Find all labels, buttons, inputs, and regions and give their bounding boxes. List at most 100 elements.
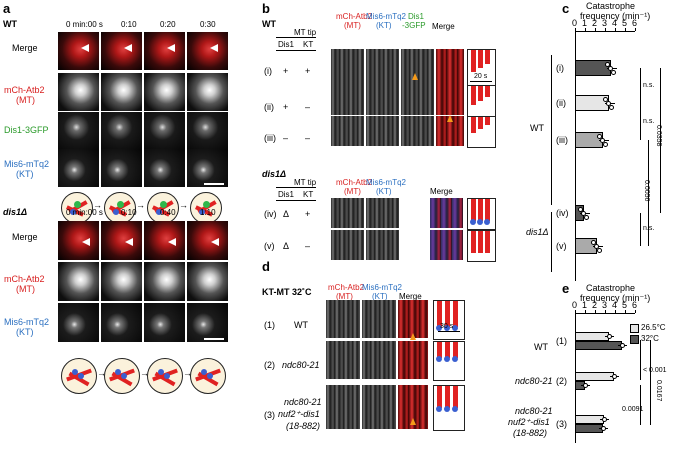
d-sch-kt-2-2 bbox=[452, 406, 458, 412]
e-tick-label-6: 6 bbox=[632, 300, 638, 310]
a-dis1-tile-r2-c3 bbox=[187, 303, 228, 342]
a-wt-tile-r0-c2 bbox=[144, 32, 185, 70]
c-category-2: (iii) bbox=[556, 135, 568, 145]
c-point-3-2 bbox=[584, 215, 589, 220]
a-wt-tile-r2-c1 bbox=[101, 112, 142, 150]
b-h-merge: Merge bbox=[432, 22, 455, 31]
panel-e-letter: e bbox=[562, 281, 570, 296]
a-wt-time-1: 0:10 bbox=[121, 20, 137, 29]
d-kymo-mt-0 bbox=[326, 300, 360, 338]
c-point-2-0 bbox=[597, 134, 602, 139]
d-sch-stripe-2-2 bbox=[453, 386, 458, 408]
d-kymo-mt-2 bbox=[326, 385, 360, 429]
d-kymo-kt-1 bbox=[362, 341, 396, 379]
b-wt-row-kt-1: – bbox=[305, 102, 311, 112]
b-dis1-sch-kt-0 bbox=[470, 219, 476, 225]
a-dis1-tile-r1-c3 bbox=[187, 262, 228, 301]
e-tick-3 bbox=[605, 310, 606, 313]
a-wt-merge-label: Merge bbox=[12, 43, 38, 53]
b-wt-row-id-2: (iii) bbox=[264, 133, 276, 143]
b-dis1-kymo-mt-1 bbox=[331, 230, 364, 260]
b-kt-col: KT bbox=[303, 40, 314, 49]
a-dis1-tile-r2-c0 bbox=[58, 303, 99, 342]
e-point-1-0 bbox=[612, 374, 617, 379]
d-sch-stripe-1-1 bbox=[445, 342, 450, 358]
a-dis1-sch-kt-0 bbox=[72, 369, 78, 375]
d-sch-kt-0-1 bbox=[444, 325, 450, 331]
c-tick-label-6: 6 bbox=[632, 18, 638, 28]
c-tick-6 bbox=[635, 28, 636, 31]
b-wt-sch-stripe-0-0 bbox=[471, 50, 476, 72]
panel-c-letter: c bbox=[562, 1, 570, 16]
a-wt-kt-label: (KT) bbox=[16, 169, 34, 179]
d-sch-stripe-1-2 bbox=[453, 342, 458, 358]
e-point-0-1 bbox=[620, 343, 625, 348]
c-group-dis1: dis1Δ bbox=[526, 227, 549, 237]
a-dis1-tile-r0-c3 bbox=[187, 221, 228, 260]
b-dis1-row-id-0: (iv) bbox=[264, 209, 277, 219]
a-wt-sch-arrow-2: → bbox=[179, 200, 188, 210]
d-orange-arrow-1 bbox=[410, 333, 416, 340]
c-tick-label-4: 4 bbox=[612, 18, 618, 28]
c-tick-3 bbox=[605, 28, 606, 31]
b-wt-row-id-0: (i) bbox=[264, 66, 272, 76]
b-wt-kymo-mt-2 bbox=[331, 116, 364, 146]
e-axis-line bbox=[575, 313, 635, 314]
a-wt-tile-r0-c1 bbox=[101, 32, 142, 70]
e-legend-label-1: 26.5°C bbox=[641, 323, 666, 332]
a-dis1-sch-kt2-3 bbox=[207, 373, 213, 379]
b-dis1-row-dis1-0: Δ bbox=[283, 209, 290, 219]
d-schematic-1 bbox=[433, 341, 465, 381]
panel-a-wt-label: WT bbox=[3, 19, 17, 29]
a-wt-tile-r3-c2 bbox=[144, 149, 185, 187]
e-bar-0-0 bbox=[575, 332, 609, 341]
a-wt-dis1-label: Dis1-3GFP bbox=[4, 125, 49, 135]
d-sch-stripe-0-0 bbox=[437, 301, 442, 327]
a-dis1-schematic-0 bbox=[61, 358, 97, 394]
d-sch-kt-0-2 bbox=[452, 325, 458, 331]
e-tick-label-1: 1 bbox=[582, 300, 588, 310]
a-dis1-mch-label: mCh-Atb2 bbox=[4, 274, 45, 284]
c-point-2-1 bbox=[600, 138, 605, 143]
b-dis1-row-dis1-1: Δ bbox=[283, 241, 290, 251]
c-point-0-0 bbox=[605, 62, 610, 67]
b2-h-kt: (KT) bbox=[376, 187, 392, 196]
a-wt-sch-dis1-2 bbox=[160, 201, 167, 208]
c-sig-bracket-5 bbox=[648, 140, 649, 246]
c-point-3-1 bbox=[581, 211, 586, 216]
b-dis1-kymo-merge-1 bbox=[430, 230, 463, 260]
b-dis1-col: Dis1 bbox=[278, 40, 295, 49]
a-wt-mt-label: (MT) bbox=[16, 95, 35, 105]
b-wt-row-dis1-1: + bbox=[283, 102, 289, 112]
b-dis1-kymo-kt-1 bbox=[366, 230, 399, 260]
b-mt-tip-header: MT tip bbox=[294, 28, 317, 37]
e-point-0-0 bbox=[607, 334, 612, 339]
b-wt-sch-stripe-1-1 bbox=[478, 86, 483, 101]
e-tick-label-2: 2 bbox=[592, 300, 598, 310]
b-wt-sch-stripe-2-1 bbox=[478, 117, 483, 129]
b-wt-schematic-1 bbox=[467, 85, 496, 117]
e-tick-6 bbox=[635, 310, 636, 313]
b2-mt-tip-header: MT tip bbox=[294, 178, 317, 187]
c-group-wt: WT bbox=[530, 123, 544, 133]
b-wt-kymo-mt-0 bbox=[331, 49, 364, 89]
b-dis1-row-id-1: (v) bbox=[264, 241, 275, 251]
a-dis1-tile-r2-c1 bbox=[101, 303, 142, 342]
b-wt-scale-arrow bbox=[470, 81, 492, 82]
panel-d-letter: d bbox=[262, 259, 270, 274]
a-dis1-tile-r1-c2 bbox=[144, 262, 185, 301]
c-category-1: (ii) bbox=[556, 98, 566, 108]
b-wt-scale-time: 20 s bbox=[474, 73, 488, 80]
e-sig-2: 0.0167 bbox=[655, 380, 662, 402]
b-wt-sch-stripe-1-2 bbox=[485, 86, 490, 97]
e-point-1-1 bbox=[583, 383, 588, 388]
b-wt-kymo-dis1-2 bbox=[401, 116, 434, 146]
b-wt-schematic-0 bbox=[467, 49, 496, 91]
b-header-rule-1 bbox=[276, 37, 316, 38]
b2-dis1-col: Dis1 bbox=[278, 190, 295, 199]
d-kymo-mt-1 bbox=[326, 341, 360, 379]
a-dis1-arrowhead-2 bbox=[168, 238, 176, 246]
c-point-0-1 bbox=[608, 66, 613, 71]
b-dis1-sch-stripe-0-1 bbox=[478, 199, 483, 221]
b-header-rule-2 bbox=[276, 50, 316, 51]
